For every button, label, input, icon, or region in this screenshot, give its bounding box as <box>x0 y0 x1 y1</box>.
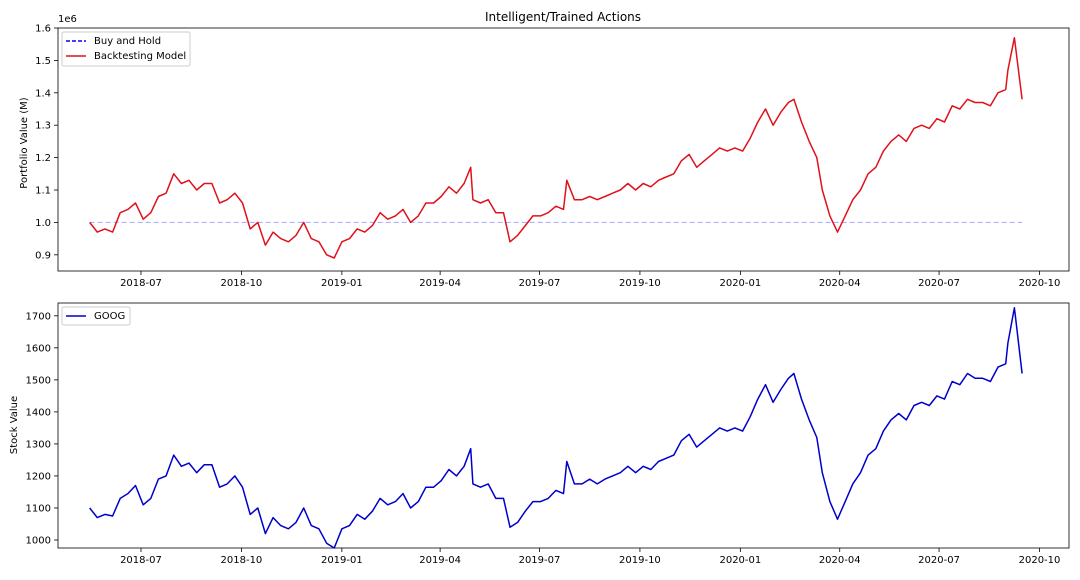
x-tick-label: 2020-04 <box>819 555 861 566</box>
plot-area-frame <box>57 27 1070 272</box>
x-tick-label: 2019-04 <box>419 555 461 566</box>
legend-box <box>61 31 191 67</box>
legend-box <box>61 306 131 326</box>
y-tick-label: 1.6 <box>35 24 51 35</box>
chart-title: Intelligent/Trained Actions <box>485 10 641 24</box>
y-axis-label: Stock Value <box>9 396 20 454</box>
legend: GOOG <box>61 306 131 326</box>
y-tick-label: 1.5 <box>35 56 51 67</box>
y-axis-label: Portfolio Value (M) <box>19 97 30 188</box>
y-tick-label: 1.2 <box>35 153 51 164</box>
x-tick-label: 2018-07 <box>120 555 162 566</box>
x-tick-label: 2020-07 <box>918 555 960 566</box>
y-tick-label: 1000 <box>26 535 51 546</box>
y-tick-label: 0.9 <box>35 250 51 261</box>
y-tick-label: 1.1 <box>35 186 51 197</box>
y-tick-label: 1600 <box>26 343 51 354</box>
y-tick-label: 1700 <box>26 311 51 322</box>
x-tick-label: 2018-10 <box>221 555 263 566</box>
x-tick-label: 2020-01 <box>719 555 761 566</box>
y-tick-label: 1.4 <box>35 88 51 99</box>
y-tick-label: 1300 <box>26 439 51 450</box>
series-line-goog <box>89 307 1023 549</box>
x-tick-label: 2020-04 <box>819 278 861 289</box>
legend: Buy and Hold Backtesting Model <box>61 31 191 67</box>
axes-layer: 2018-07 2018-10 2019-01 2019-04 2019-07 2019-… <box>26 311 1061 566</box>
y-tick-label: 1.3 <box>35 121 51 132</box>
x-tick-label: 2019-10 <box>619 555 661 566</box>
x-tick-label: 2020-07 <box>918 278 960 289</box>
legend-label-backtesting-model: Backtesting Model <box>94 51 186 62</box>
axes-layer: 2018-07 2018-10 2019-01 2019-04 2019-07 2019-… <box>35 24 1060 290</box>
legend-label-buy-and-hold: Buy and Hold <box>94 36 161 47</box>
stock-panel: Stock Value 2018-07 2018-10 2019-01 2019-04… <box>9 302 1070 566</box>
y-tick-label: 1200 <box>26 471 51 482</box>
x-tick-label: 2020-10 <box>1019 278 1061 289</box>
x-tick-label: 2019-07 <box>519 555 561 566</box>
series-line-backtesting-model <box>89 36 1023 259</box>
x-tick-label: 2018-10 <box>221 278 263 289</box>
x-tick-label: 2019-07 <box>519 278 561 289</box>
x-tick-label: 2019-01 <box>321 278 363 289</box>
y-tick-label: 1500 <box>26 375 51 386</box>
y-offset-text: 1e6 <box>58 14 77 25</box>
portfolio-panel: Intelligent/Trained Actions 1e6 Portfoli… <box>19 10 1070 290</box>
y-tick-label: 1100 <box>26 503 51 514</box>
x-tick-label: 2019-10 <box>619 278 661 289</box>
legend-label-goog: GOOG <box>94 311 125 322</box>
plot-area-frame <box>57 302 1070 549</box>
y-tick-label: 1.0 <box>35 218 51 229</box>
y-tick-label: 1400 <box>26 407 51 418</box>
x-tick-label: 2019-04 <box>419 278 461 289</box>
series-layer <box>89 36 1023 259</box>
series-layer <box>89 307 1023 549</box>
x-tick-label: 2020-01 <box>719 278 761 289</box>
x-tick-label: 2019-01 <box>321 555 363 566</box>
x-tick-label: 2020-10 <box>1019 555 1061 566</box>
x-tick-label: 2018-07 <box>120 278 162 289</box>
